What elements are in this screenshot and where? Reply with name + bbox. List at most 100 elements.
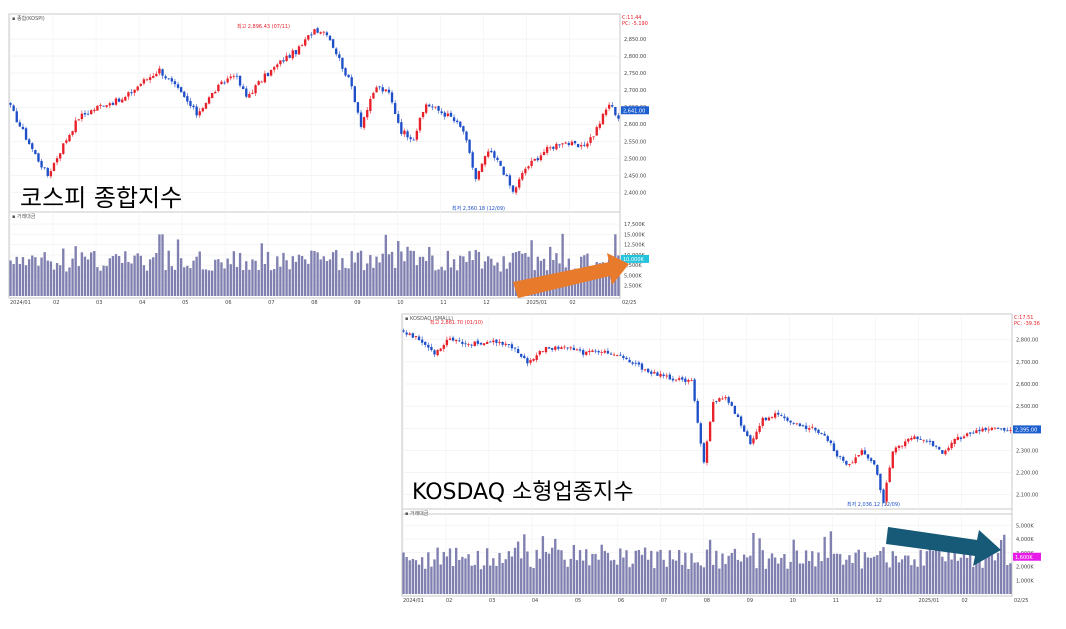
high-annotation: 최고 2,896.43 (07/11) bbox=[237, 23, 290, 30]
volume-bar bbox=[34, 257, 37, 296]
candle-body bbox=[142, 79, 146, 84]
candle-body bbox=[687, 379, 690, 382]
volume-bar bbox=[947, 550, 950, 594]
volume-bar bbox=[603, 550, 606, 594]
candle-body bbox=[37, 153, 40, 162]
candle-body bbox=[589, 137, 592, 143]
candle-body bbox=[690, 380, 693, 382]
candle-body bbox=[860, 450, 863, 455]
volume-bar bbox=[777, 563, 780, 594]
candle-body bbox=[490, 150, 493, 153]
volume-bar bbox=[950, 559, 953, 594]
candle-body bbox=[950, 442, 953, 449]
candle-body bbox=[331, 39, 335, 48]
volume-bar bbox=[408, 560, 411, 594]
candle-body bbox=[811, 426, 814, 428]
candle-body bbox=[338, 54, 341, 59]
volume-last-label: 1,600K bbox=[1015, 555, 1033, 561]
candle-body bbox=[489, 341, 492, 343]
volume-bar bbox=[248, 269, 251, 296]
candle-body bbox=[442, 345, 445, 349]
candle-body bbox=[999, 428, 1003, 430]
candle-body bbox=[210, 92, 214, 99]
candle-body bbox=[319, 32, 322, 34]
volume-bar bbox=[476, 550, 480, 594]
volume-bar bbox=[111, 255, 115, 296]
date-tick-label: 06 bbox=[225, 300, 231, 306]
volume-bar bbox=[1003, 534, 1006, 594]
candle-body bbox=[405, 332, 408, 335]
candle-body bbox=[136, 86, 139, 91]
candle-body bbox=[510, 344, 514, 349]
volume-bar bbox=[223, 268, 226, 296]
candle-body bbox=[350, 77, 353, 87]
candle-body bbox=[549, 147, 552, 149]
candle-body bbox=[755, 431, 758, 440]
date-tick-label: 08 bbox=[311, 300, 317, 306]
volume-bar bbox=[482, 565, 486, 594]
volume-bar bbox=[869, 557, 873, 594]
candle-body bbox=[148, 77, 152, 81]
candle-body bbox=[443, 112, 446, 117]
candle-body bbox=[978, 429, 981, 432]
volume-bar bbox=[518, 250, 521, 296]
volume-bar bbox=[521, 253, 524, 296]
volume-bar bbox=[919, 549, 922, 594]
price-tick-label: 2,300.00 bbox=[1016, 448, 1038, 454]
volume-bar bbox=[511, 252, 515, 296]
price-tick-label: 2,700.00 bbox=[624, 88, 646, 94]
volume-bar bbox=[780, 557, 783, 594]
date-tick-label: 02/25 bbox=[622, 300, 636, 306]
volume-bar bbox=[405, 557, 408, 594]
volume-tick-label: 4,000K bbox=[1016, 537, 1034, 543]
volume-bar bbox=[561, 233, 564, 296]
volume-bar bbox=[941, 556, 944, 594]
volume-bar bbox=[792, 539, 795, 594]
candle-body bbox=[981, 428, 984, 432]
candle-body bbox=[24, 128, 28, 140]
last-price-label: 2,395.00 bbox=[1015, 427, 1037, 433]
header-label-1: C:11.44 bbox=[622, 15, 642, 21]
volume-bar bbox=[204, 269, 208, 296]
volume-bar bbox=[866, 557, 870, 594]
candle-body bbox=[176, 84, 180, 88]
candle-body bbox=[650, 371, 653, 374]
candle-body bbox=[161, 69, 164, 76]
volume-bar bbox=[507, 551, 511, 594]
candle-body bbox=[496, 157, 499, 160]
volume-bar bbox=[650, 550, 653, 594]
date-tick-label: 02 bbox=[53, 300, 59, 306]
volume-bar bbox=[832, 553, 836, 594]
candle-body bbox=[248, 94, 251, 98]
candle-body bbox=[578, 349, 582, 351]
volume-bar bbox=[362, 270, 366, 296]
candle-body bbox=[817, 429, 820, 434]
candle-body bbox=[542, 151, 546, 156]
candle-body bbox=[455, 339, 458, 342]
volume-bar bbox=[55, 263, 59, 296]
candle-body bbox=[820, 433, 823, 434]
volume-bar bbox=[297, 254, 301, 296]
candle-body bbox=[9, 103, 12, 105]
candle-body bbox=[220, 81, 223, 85]
volume-bar bbox=[136, 253, 139, 296]
volume-bar bbox=[873, 556, 876, 594]
candle-body bbox=[476, 340, 480, 344]
candle-body bbox=[167, 78, 170, 80]
volume-bar bbox=[907, 555, 910, 594]
volume-bar bbox=[479, 569, 483, 594]
volume-bar bbox=[588, 565, 591, 594]
volume-bar bbox=[201, 269, 205, 296]
date-tick-label: 05 bbox=[575, 598, 581, 604]
volume-bar bbox=[671, 559, 675, 594]
volume-bar bbox=[755, 568, 758, 594]
candle-body bbox=[622, 355, 625, 359]
volume-bar bbox=[592, 267, 595, 296]
volume-bar bbox=[854, 552, 857, 594]
candle-body bbox=[614, 107, 617, 116]
volume-bar bbox=[74, 246, 77, 296]
candle-body bbox=[783, 416, 786, 419]
candle-body bbox=[996, 427, 1000, 429]
last-price-label: 2,641.00 bbox=[623, 108, 645, 114]
